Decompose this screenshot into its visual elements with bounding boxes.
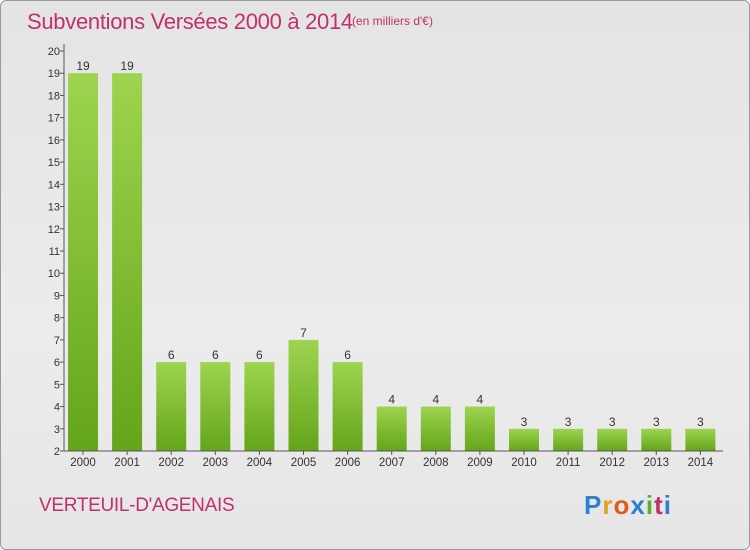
chart-subtitle: (en milliers d'€) [352, 14, 433, 28]
y-tick-label: 10 [48, 268, 60, 280]
y-tick-label: 18 [48, 90, 60, 102]
x-tick-label: 2008 [423, 457, 449, 469]
x-tick-label: 2006 [335, 457, 361, 469]
bar-2002 [156, 362, 187, 451]
logo-letter: r [602, 490, 614, 520]
data-label: 3 [521, 415, 528, 429]
bar-2000 [68, 73, 98, 451]
bar-2010 [509, 428, 539, 451]
proxiti-logo: Proxiti [584, 490, 672, 521]
y-tick-label: 11 [49, 246, 60, 258]
bar-2012 [597, 428, 628, 451]
x-tick-label: 2001 [114, 457, 140, 469]
y-tick-label: 17 [48, 113, 60, 125]
x-tick-label: 2000 [70, 457, 96, 469]
y-tick-label: 16 [48, 135, 60, 147]
y-tick-label: 8 [54, 313, 60, 325]
y-tick-label: 4 [54, 402, 60, 414]
y-tick-label: 5 [54, 379, 60, 391]
data-label: 6 [256, 348, 263, 362]
y-tick-label: 15 [48, 157, 60, 169]
x-tick-label: 2004 [247, 457, 273, 469]
bar-2007 [376, 406, 407, 451]
logo-letter: x [630, 490, 646, 520]
data-label: 3 [697, 415, 704, 429]
data-label: 7 [300, 326, 307, 340]
bar-2006 [332, 362, 363, 451]
x-tick-label: 2005 [291, 457, 317, 469]
y-tick-label: 13 [48, 202, 60, 214]
data-label: 4 [432, 393, 439, 407]
commune-name: VERTEUIL-D'AGENAIS [39, 495, 235, 516]
bar-2011 [553, 428, 584, 451]
bar-2008 [420, 406, 451, 451]
data-label: 6 [212, 348, 219, 362]
data-label: 3 [609, 415, 616, 429]
x-tick-label: 2013 [644, 457, 670, 469]
logo-letter: o [613, 490, 631, 520]
logo-letter: P [584, 490, 603, 520]
y-tick-label: 14 [48, 179, 60, 191]
logo-letter: i [663, 490, 672, 520]
y-tick-label: 9 [54, 290, 60, 302]
x-tick-label: 2011 [556, 457, 581, 469]
bar-2004 [244, 362, 275, 451]
data-label: 19 [120, 59, 134, 73]
bar-2014 [685, 428, 716, 451]
data-label: 4 [477, 393, 484, 407]
x-tick-label: 2003 [203, 457, 229, 469]
x-tick-label: 2014 [688, 457, 714, 469]
x-tick-label: 2002 [158, 457, 184, 469]
x-tick-label: 2010 [511, 457, 537, 469]
chart-title: Subventions Versées 2000 à 2014 [27, 9, 353, 34]
data-label: 6 [344, 348, 351, 362]
bar-2005 [288, 339, 319, 451]
logo-letter: i [645, 490, 655, 520]
bar-2013 [641, 428, 672, 451]
logo-letter: t [654, 490, 664, 520]
bar-2003 [200, 362, 231, 451]
y-tick-label: 19 [48, 68, 60, 80]
y-tick-label: 2 [54, 446, 60, 458]
data-label: 3 [565, 415, 572, 429]
y-tick-label: 12 [48, 224, 60, 236]
data-label: 4 [388, 393, 395, 407]
y-tick-label: 7 [54, 335, 60, 347]
bar-2001 [112, 73, 143, 451]
y-tick-label: 3 [54, 424, 60, 436]
data-label: 6 [168, 348, 175, 362]
x-tick-label: 2009 [467, 457, 493, 469]
x-tick-label: 2012 [599, 457, 625, 469]
x-tick-label: 2007 [379, 457, 405, 469]
bar-2009 [464, 406, 495, 451]
y-tick-label: 20 [48, 46, 60, 58]
data-label: 19 [76, 59, 90, 73]
data-label: 3 [653, 415, 660, 429]
y-tick-label: 6 [54, 357, 60, 369]
